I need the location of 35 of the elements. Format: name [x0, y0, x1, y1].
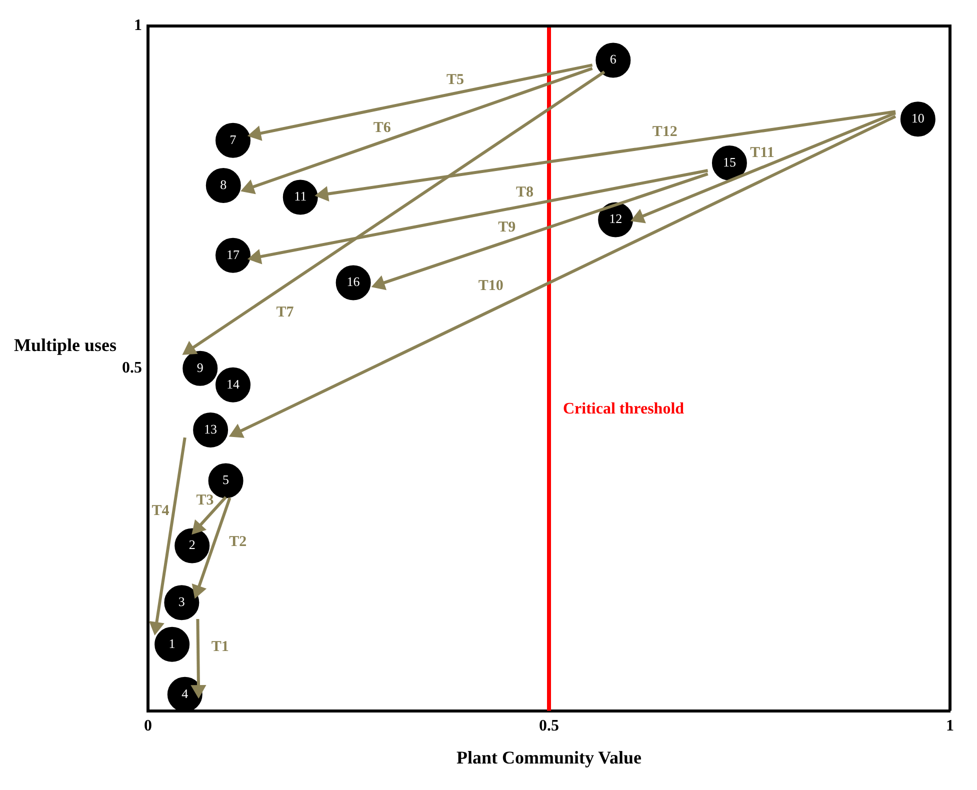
series-label: 2: [188, 537, 196, 552]
series-label: 13: [204, 421, 218, 436]
series-label: 4: [182, 686, 189, 701]
series-label: T11: [750, 145, 774, 162]
series-label: 11: [294, 188, 307, 204]
series-label: 5: [222, 472, 230, 488]
series-label: T4: [152, 503, 170, 520]
series-label: 15: [722, 154, 736, 170]
series-label: 16: [346, 274, 360, 290]
series-label: T5: [446, 72, 464, 88]
series-label: T10: [478, 278, 504, 294]
series-label: T8: [516, 184, 534, 200]
series-label: T2: [229, 534, 247, 550]
series-label: 14: [226, 376, 240, 392]
series-label: 12: [609, 211, 622, 226]
series-label: T9: [498, 220, 516, 236]
series-label: 17: [226, 246, 240, 262]
x-axis-title: Plant Community Value: [456, 747, 642, 768]
series-label: 9: [196, 360, 204, 375]
series-label: 6: [610, 52, 617, 67]
x-tick-label: 1: [946, 718, 954, 735]
y-axis-title: Multiple uses: [14, 335, 117, 356]
x-tick-label: 0.5: [539, 718, 559, 735]
series-label: T3: [196, 492, 214, 509]
series-label: 1: [168, 636, 176, 651]
series-label: 3: [178, 594, 185, 610]
series-label: 7: [230, 132, 237, 147]
series-label: T6: [373, 120, 392, 136]
series-label: 8: [220, 176, 227, 192]
series-label: T12: [652, 124, 678, 140]
series-label: 10: [911, 110, 924, 126]
x-tick-label: 0: [144, 718, 152, 735]
series-label: T1: [211, 638, 229, 655]
series-label: T7: [276, 304, 294, 321]
ref-line-label: Critical threshold: [563, 400, 684, 418]
